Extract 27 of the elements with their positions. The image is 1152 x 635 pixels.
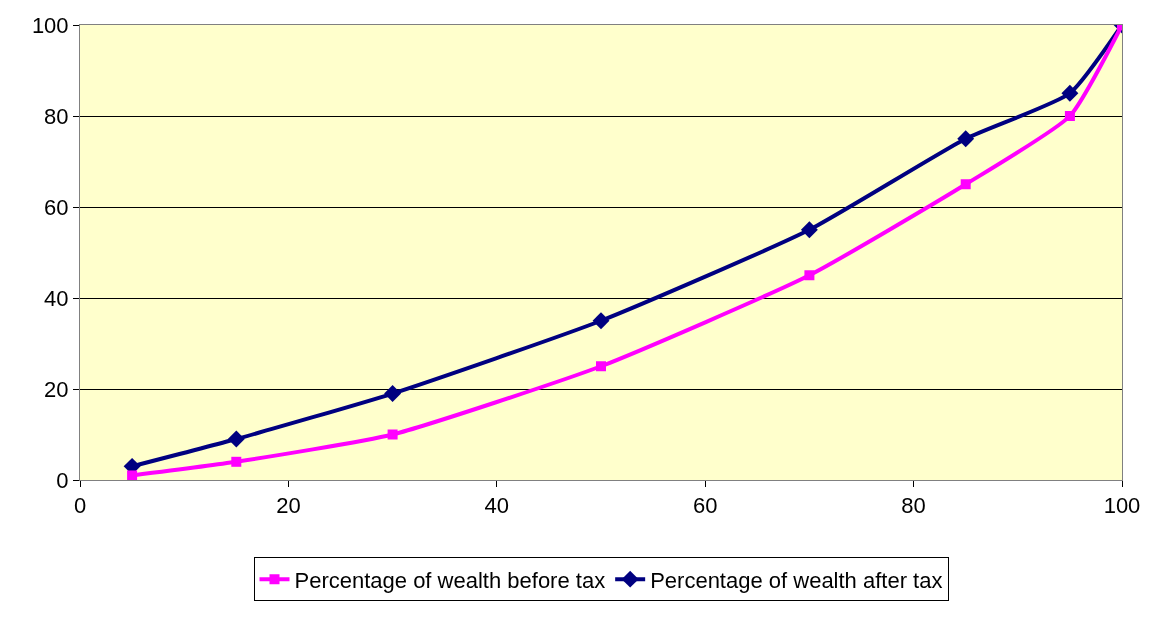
point — [127, 470, 138, 480]
point — [231, 456, 242, 467]
y-tick-label: 20 — [44, 376, 69, 402]
legend-label: Percentage of wealth before tax — [294, 567, 606, 593]
x-tick-label: 60 — [692, 493, 718, 519]
point — [800, 221, 818, 239]
y-tick-label: 40 — [44, 285, 69, 311]
y-tick-label: 0 — [56, 467, 69, 493]
x-tick-label: 40 — [484, 493, 510, 519]
point — [957, 130, 975, 148]
point — [387, 429, 398, 440]
point — [596, 361, 606, 372]
y-tick-label: 100 — [31, 12, 69, 38]
y-tick-label: 80 — [44, 103, 69, 129]
x-tick-label: 80 — [901, 493, 926, 519]
point — [227, 430, 245, 448]
point — [1064, 111, 1075, 121]
x-tick-label: 0 — [73, 493, 87, 519]
point — [1061, 84, 1079, 102]
y-tick-label: 60 — [44, 194, 69, 220]
point — [384, 385, 402, 402]
point — [960, 179, 971, 190]
legend-label: Percentage of wealth after tax — [650, 567, 943, 593]
point — [804, 270, 815, 281]
point — [592, 312, 610, 330]
x-tick-label: 20 — [276, 493, 301, 519]
x-tick-label: 100 — [1103, 493, 1141, 519]
